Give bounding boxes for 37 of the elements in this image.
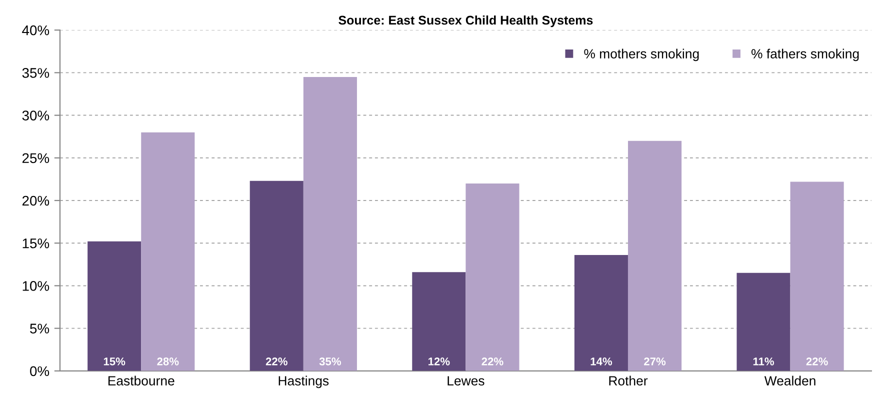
y-tick-label: 30%	[22, 110, 50, 120]
data-label: 22%	[482, 358, 504, 366]
x-tick-label: Eastbourne	[108, 376, 174, 386]
legend-label: % fathers smoking	[751, 48, 859, 62]
bar	[628, 140, 682, 371]
x-tick-label: Wealden	[764, 376, 816, 386]
y-tick-label: 35%	[22, 68, 50, 78]
x-tick-label: Hastings	[278, 376, 329, 388]
data-label: 15%	[104, 358, 126, 366]
data-label: 27%	[644, 358, 666, 366]
data-label: 12%	[428, 358, 450, 366]
bar	[250, 180, 304, 371]
chart-title: Source: East Sussex Child Health Systems	[338, 15, 593, 28]
data-label: 11%	[753, 358, 774, 366]
y-tick-label: 40%	[22, 25, 50, 36]
data-label: 22%	[806, 358, 828, 366]
bar	[141, 132, 195, 371]
bar	[574, 255, 628, 371]
bar	[466, 183, 520, 371]
bar	[736, 272, 790, 371]
y-tick-label: 15%	[22, 238, 50, 248]
y-tick-label: 0%	[30, 366, 50, 376]
y-tick-label: 20%	[22, 196, 50, 206]
bar	[412, 272, 466, 371]
data-label: 22%	[266, 358, 288, 366]
y-tick-label: 5%	[30, 324, 50, 334]
bar	[303, 76, 357, 371]
data-label: 35%	[319, 358, 342, 366]
bar	[88, 241, 142, 371]
y-tick-label: 10%	[22, 281, 50, 291]
x-tick-label: Lewes	[448, 376, 484, 386]
bar	[790, 182, 844, 371]
data-label: 28%	[157, 358, 179, 366]
data-label: 14%	[590, 358, 612, 366]
y-tick-label: 25%	[22, 153, 50, 164]
legend-label: % mothers smoking	[584, 48, 699, 62]
x-tick-label: Rother	[609, 376, 648, 386]
